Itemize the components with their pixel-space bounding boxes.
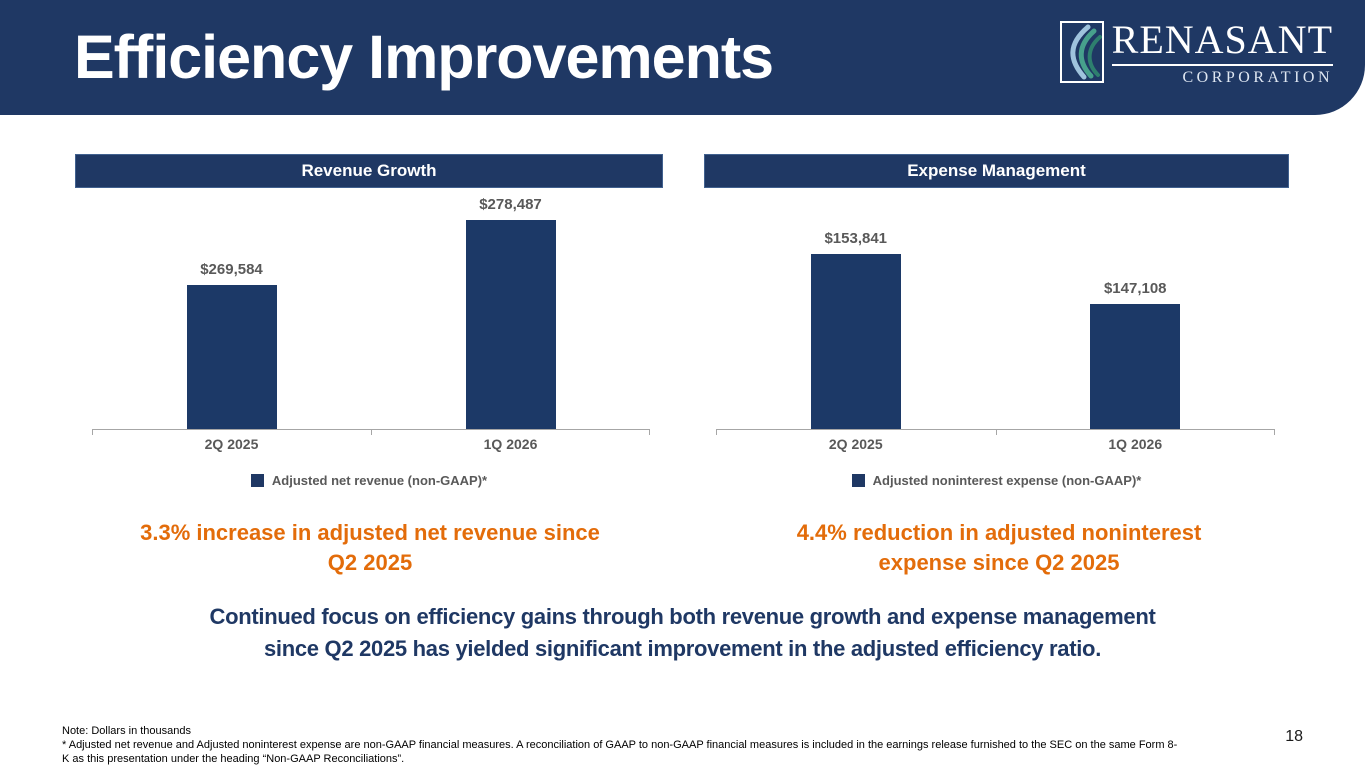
- page-number: 18: [1285, 728, 1303, 745]
- callout-line: 4.4% reduction in adjusted noninterest: [796, 520, 1202, 545]
- revenue-growth-plot-area: $269,584 2Q 2025 $278,487 1Q 2026: [92, 188, 650, 452]
- header-bar: Efficiency Improvements RENASANT CORPORA…: [0, 0, 1365, 115]
- axis-tick: [92, 429, 93, 435]
- key-message-line: Continued focus on efficiency gains thro…: [209, 604, 1156, 629]
- footnote-line: Note: Dollars in thousands: [62, 725, 192, 737]
- legend-label: Adjusted noninterest expense (non-GAAP)*: [872, 472, 1142, 488]
- page-title: Efficiency Improvements: [74, 23, 774, 91]
- footnote-line: K as this presentation under the heading…: [62, 753, 405, 765]
- footnote: Note: Dollars in thousands * Adjusted ne…: [62, 724, 1232, 766]
- revenue-callout: 3.3% increase in adjusted net revenue si…: [85, 518, 655, 578]
- x-axis-label: 1Q 2026: [1108, 436, 1163, 452]
- key-message-line: since Q2 2025 has yielded significant im…: [263, 636, 1102, 661]
- legend-swatch-icon: [250, 473, 264, 487]
- expense-callout: 4.4% reduction in adjusted noninterest e…: [710, 518, 1288, 578]
- logo-name: RENASANT: [1111, 18, 1333, 66]
- revenue-legend: Adjusted net revenue (non-GAAP)*: [75, 471, 663, 489]
- axis-tick: [996, 429, 997, 435]
- logo-swoosh-icon: [1059, 21, 1104, 83]
- axis-tick: [1274, 429, 1275, 435]
- bar-1q-2026: [1090, 304, 1181, 429]
- bar-value-label: $269,584: [200, 261, 263, 278]
- bar-1q-2026: [465, 220, 556, 429]
- legend-label: Adjusted net revenue (non-GAAP)*: [271, 472, 488, 488]
- axis-tick: [649, 429, 650, 435]
- logo-wordmark: RENASANT CORPORATION: [1111, 18, 1333, 87]
- expense-management-plot-area: $153,841 2Q 2025 $147,108 1Q 2026: [716, 188, 1275, 452]
- axis-tick: [716, 429, 717, 435]
- expense-legend: Adjusted noninterest expense (non-GAAP)*: [704, 471, 1289, 489]
- chart-title-revenue-growth: Revenue Growth: [75, 154, 663, 188]
- chart-title-expense-management: Expense Management: [704, 154, 1289, 188]
- legend-swatch-icon: [851, 473, 865, 487]
- callout-line: 3.3% increase in adjusted net revenue si…: [140, 520, 600, 545]
- logo-subtitle: CORPORATION: [1182, 69, 1333, 86]
- bar-value-label: $278,487: [479, 196, 542, 213]
- footnote-line: * Adjusted net revenue and Adjusted noni…: [62, 739, 1178, 751]
- bar-2q-2025: [186, 285, 277, 429]
- x-axis-label: 2Q 2025: [828, 436, 883, 452]
- bar-value-label: $147,108: [1103, 280, 1167, 297]
- bar-value-label: $153,841: [824, 230, 888, 247]
- renasant-logo: RENASANT CORPORATION: [1059, 18, 1333, 87]
- key-message: Continued focus on efficiency gains thro…: [0, 601, 1365, 665]
- x-axis-label: 2Q 2025: [204, 436, 259, 452]
- callout-line: expense since Q2 2025: [878, 550, 1120, 575]
- x-axis-label: 1Q 2026: [483, 436, 538, 452]
- axis-tick: [371, 429, 372, 435]
- bar-2q-2025: [810, 254, 901, 429]
- callout-line: Q2 2025: [327, 550, 413, 575]
